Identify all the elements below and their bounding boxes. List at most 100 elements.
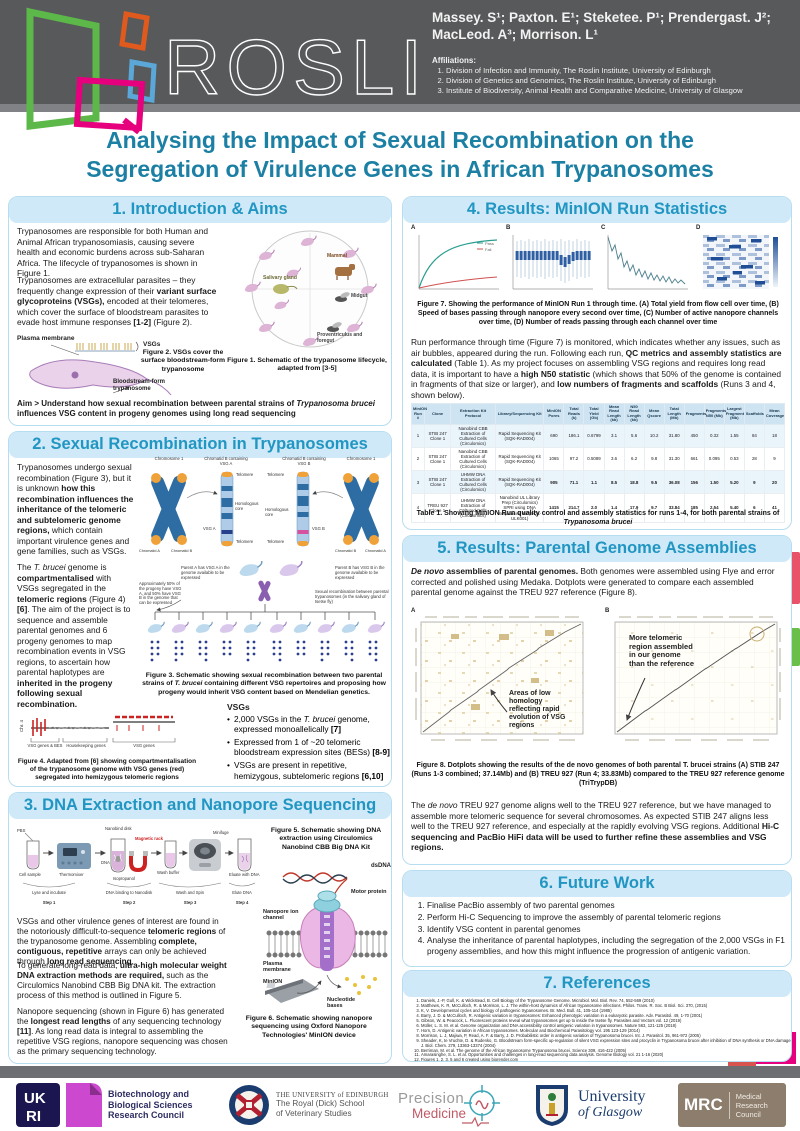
annotation-low-homology: Areas of low homology reflecting rapid e… — [509, 690, 566, 730]
chromatid-vsga-label: Chromatid B containing VSG A — [204, 456, 248, 466]
chromatid-b-label-right: Chromatid B — [335, 549, 357, 553]
salivary-gland-icon — [273, 284, 298, 294]
cross-annotation: Sexual recombination between parental tr… — [315, 589, 389, 604]
annotation-more-telomeric: More telomeric region assembled in our g… — [629, 633, 695, 668]
dna-label: DNA — [101, 860, 110, 865]
reference-item: Daniels, J.-P, Gull, K. & Wickstead, B. … — [421, 998, 791, 1004]
extraction-paragraph-1: VSGs and other virulence genes of intere… — [17, 917, 226, 966]
bloodstream-form-label: Bloodstream-form trypanosome — [113, 379, 166, 392]
future-work-item: Analyse the inheritance of parental hapl… — [427, 935, 791, 957]
figure-5-extraction-pipeline: PBS Cell sample Thermomixer Nanobind dis… — [17, 821, 261, 913]
step1-name: Lyse and incubate — [32, 890, 66, 895]
section-references: 7. References Daniels, J.-P, Gull, K. & … — [402, 970, 792, 1062]
extraction-paragraph-2: To generate long-read data, ultra-high m… — [17, 961, 227, 1000]
affiliations-title: Affiliations: — [432, 56, 476, 65]
step1-label: Step 1 — [42, 900, 56, 905]
figure-4-caption: Figure 4. Adapted from [6] showing compa… — [17, 758, 197, 782]
section-3-heading: 3. DNA Extraction and Nanopore Sequencin… — [9, 793, 391, 819]
dotplot-a-letter: A — [411, 608, 416, 614]
reference-item: Berriman, M. et al. The genome of the Af… — [421, 1048, 791, 1054]
progeny-row — [147, 621, 385, 634]
logo-wordmark: ROSLIN — [164, 23, 426, 111]
future-work-list: Finalise PacBio assembly of two parental… — [427, 900, 791, 958]
reference-item: K, V. Developmental cycles and biology o… — [421, 1008, 791, 1014]
figure-5-caption: Figure 5. Schematic showing DNA extracti… — [270, 827, 382, 851]
progeny-annotation: Approximately 50% of the progeny have VS… — [139, 581, 182, 606]
midgut-label: Midgut — [351, 293, 368, 299]
logo-green-shape — [26, 7, 100, 130]
reference-item: Müller, L. S. M. et al. Genome organizat… — [421, 1023, 791, 1029]
telomere-label-3: Telomere — [267, 472, 285, 477]
authors-block: Massey. S¹; Paxton. E¹; Steketee. P¹; Pr… — [432, 10, 788, 44]
thermomixer-label: Thermomixer — [59, 872, 84, 877]
affiliation-item: Division of Infection and Immunity, The … — [446, 66, 792, 76]
bbsrc-text: Biotechnology and Biological Sciences Rese… — [108, 1089, 193, 1120]
dsdna-label: dsDNA — [371, 863, 392, 869]
cell-sample-label: Cell sample — [19, 872, 41, 877]
figure-2-trypanosome: Plasma membrane VSGs Bloodstream-form tr… — [17, 335, 177, 397]
precision-medicine-logo: Precision Medicine — [398, 1082, 502, 1128]
section-5-heading: 5. Results: Parental Genome Assemblies — [403, 536, 791, 562]
footer-logos-bar: UK RI Biotechnology and Biological Scienc… — [0, 1078, 800, 1131]
chromosome1-right-label: Chromosome 1 — [346, 456, 376, 461]
panel-a-letter: A — [411, 225, 416, 231]
figure-6-graphic — [265, 872, 388, 1003]
ukri-logo: UK RI — [16, 1083, 60, 1127]
step4-name: Elute DNA — [232, 890, 252, 895]
figure-1-caption: Figure 1. Schematic of the trypanosome l… — [227, 357, 387, 373]
vsg-genes-bes-label: VSG genes & BES — [27, 743, 63, 748]
medicine-word: Medicine — [412, 1105, 467, 1121]
nucleotide-dots — [345, 975, 377, 995]
crossed-chromosomes-icon — [258, 580, 271, 602]
chromatid-a-label-left: Chromatid A — [139, 549, 160, 553]
magnet-icon — [129, 851, 148, 873]
section-future-work: 6. Future Work Finalise PacBio assembly … — [402, 870, 792, 967]
homologous-core-label-1: Homologous core — [235, 501, 259, 511]
panel-d-heatmap — [703, 235, 778, 289]
figure-6-nanopore: dsDNA Motor protein Nanopore ion channel… — [263, 863, 392, 1011]
figure-2-caption: Figure 2. VSGs cover the surface bloodst… — [140, 349, 226, 373]
progeny-chromosome-dots — [150, 640, 378, 662]
tube-3 — [164, 840, 177, 869]
panel-b-letter: B — [506, 225, 511, 231]
logo-orange-shape — [119, 11, 150, 51]
glasgow-crest-icon — [536, 1085, 568, 1126]
recombination-paragraph-2: The T. brucei genome is compartmentalise… — [17, 562, 131, 709]
bbsrc-text-line: Biotechnology and — [108, 1089, 189, 1100]
edinburgh-school-line1: The Royal (Dick) School — [276, 1098, 365, 1108]
future-work-item: Identify VSG content in parental genomes — [427, 924, 791, 935]
chromosome1-left-label: Chromosome 1 — [154, 456, 184, 461]
section-1-heading: 1. Introduction & Aims — [9, 197, 391, 223]
assembly-paragraph-1: De novo assemblies of parental genomes. … — [411, 566, 775, 597]
footer-divider — [0, 1066, 800, 1078]
future-work-item: Perform Hi-C Sequencing to improve the a… — [427, 912, 791, 923]
mrc-text-line: Research — [735, 1100, 768, 1110]
edinburgh-school-line2: of Veterinary Studies — [276, 1108, 352, 1118]
housekeeping-genes-label: Housekeeping genes — [66, 743, 106, 748]
reference-item: Amarasinghe, S. L. et al. Opportunities … — [421, 1053, 791, 1058]
fig4-axis-label: Chr. 4 — [19, 719, 24, 732]
panel-c-channels-chart — [607, 235, 688, 290]
minion-qc-table: MinION Run # Clone Extraction Kit Protocol… — [410, 403, 786, 523]
tube-2 — [110, 838, 126, 873]
isopropanol-label: Isopropanol — [113, 876, 135, 881]
reference-item: Barry, J. D. & McCulloch, R. Antigenic v… — [421, 1013, 791, 1019]
wash-buffer-label: Wash buffer — [157, 870, 180, 875]
nucleotide-bases-label: Nucleotide bases — [327, 997, 356, 1010]
plasma-membrane-label: Plasma membrane — [17, 335, 75, 342]
table-1-caption: Table 1. Showing MinION Run quality cont… — [416, 510, 780, 526]
panel-c-letter: C — [601, 225, 606, 231]
thermomixer-icon — [57, 843, 91, 869]
bbsrc-pink-shape — [66, 1083, 102, 1127]
figure-4-graphic: Chr. 4 — [19, 715, 176, 743]
glasgow-line1: University — [578, 1088, 646, 1105]
figure-4-genome-plot: Chr. 4 VSG genes & BES Housekeeping gene… — [17, 702, 187, 758]
vsg-bullet-1: 2,000 VSGs in the T. brucei genome, expr… — [227, 714, 391, 734]
step3-label: Step 3 — [183, 900, 197, 905]
future-work-item: Finalise PacBio assembly of two parental… — [427, 900, 791, 911]
magnetic-rack-label: Magnetic rack — [135, 836, 163, 841]
assembly-paragraph-2: The de novo TREU 927 genome aligns well … — [411, 800, 780, 852]
minifuge-icon — [189, 839, 221, 871]
svg-text:UK: UK — [24, 1090, 46, 1107]
